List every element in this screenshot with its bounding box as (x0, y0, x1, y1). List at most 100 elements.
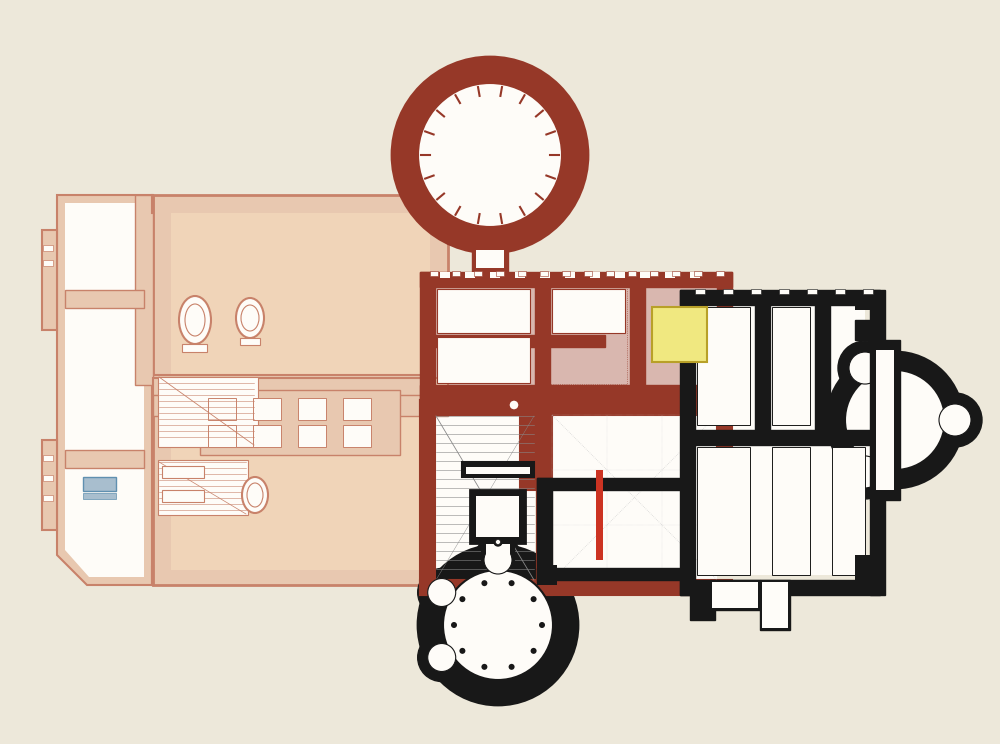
Bar (565, 272, 575, 278)
Bar (520, 400, 535, 490)
Bar (435, 287, 717, 385)
Bar (298, 398, 326, 420)
Bar (162, 466, 204, 478)
Bar (650, 271, 658, 276)
Ellipse shape (241, 305, 259, 331)
Circle shape (845, 370, 945, 470)
Bar (537, 580, 732, 595)
Bar (240, 338, 260, 345)
Bar (552, 490, 682, 568)
Bar (518, 271, 526, 276)
Bar (452, 271, 460, 276)
Bar (474, 271, 482, 276)
Bar (153, 195, 448, 585)
Bar (208, 398, 236, 420)
Bar (505, 395, 523, 405)
Bar (476, 496, 519, 537)
Circle shape (509, 664, 515, 670)
Bar (751, 289, 761, 294)
Bar (420, 580, 540, 595)
Circle shape (428, 579, 456, 606)
Bar (779, 289, 789, 294)
Bar (552, 415, 717, 580)
Bar (537, 478, 682, 490)
Circle shape (481, 580, 487, 586)
Circle shape (484, 546, 512, 574)
Bar (476, 250, 504, 268)
Bar (158, 460, 248, 515)
Bar (43, 245, 53, 251)
Bar (490, 272, 500, 278)
Bar (343, 398, 371, 420)
Bar (716, 271, 724, 276)
Bar (135, 195, 153, 385)
Circle shape (418, 545, 578, 705)
Bar (435, 335, 605, 347)
Bar (298, 425, 326, 447)
Bar (584, 271, 592, 276)
Circle shape (928, 393, 982, 447)
Circle shape (443, 570, 553, 680)
Circle shape (531, 648, 537, 654)
Bar (200, 390, 400, 455)
Bar (717, 272, 732, 400)
Bar (640, 272, 650, 278)
Bar (472, 248, 508, 273)
Polygon shape (57, 195, 152, 585)
Circle shape (849, 456, 881, 488)
Bar (158, 377, 258, 447)
Bar (437, 289, 530, 333)
Bar (420, 272, 435, 400)
Bar (162, 490, 204, 502)
Circle shape (509, 400, 519, 410)
Bar (772, 307, 810, 425)
Bar (171, 408, 430, 570)
Bar (420, 400, 540, 415)
Bar (42, 440, 57, 530)
Bar (496, 271, 504, 276)
Bar (832, 447, 865, 575)
Bar (435, 287, 717, 385)
Ellipse shape (247, 483, 263, 507)
Bar (182, 344, 207, 352)
Bar (537, 568, 682, 580)
Bar (680, 290, 695, 595)
Bar (486, 544, 510, 562)
Bar (835, 289, 845, 294)
Bar (652, 307, 707, 362)
Bar (855, 555, 885, 595)
Bar (863, 289, 873, 294)
Bar (772, 447, 810, 575)
Bar (690, 595, 715, 620)
Bar (695, 430, 885, 445)
Bar (815, 305, 830, 430)
Circle shape (428, 644, 456, 672)
Bar (153, 378, 448, 396)
Bar (697, 307, 750, 425)
Polygon shape (65, 203, 144, 577)
Bar (430, 271, 438, 276)
Bar (710, 580, 760, 610)
Bar (420, 385, 732, 400)
Bar (440, 272, 450, 278)
Bar (665, 272, 675, 278)
Bar (680, 580, 880, 595)
Circle shape (509, 580, 515, 586)
Bar (465, 272, 475, 278)
Bar (152, 567, 153, 585)
Bar (762, 582, 788, 628)
Circle shape (474, 536, 522, 584)
Bar (43, 475, 53, 481)
Circle shape (481, 664, 487, 670)
Bar (540, 272, 550, 278)
Bar (712, 582, 758, 608)
Bar (562, 271, 570, 276)
Bar (420, 400, 435, 595)
Bar (615, 272, 625, 278)
Circle shape (392, 57, 588, 253)
Bar (552, 415, 717, 580)
Bar (870, 290, 885, 595)
Ellipse shape (185, 304, 205, 336)
Bar (537, 400, 552, 595)
Bar (420, 272, 435, 600)
